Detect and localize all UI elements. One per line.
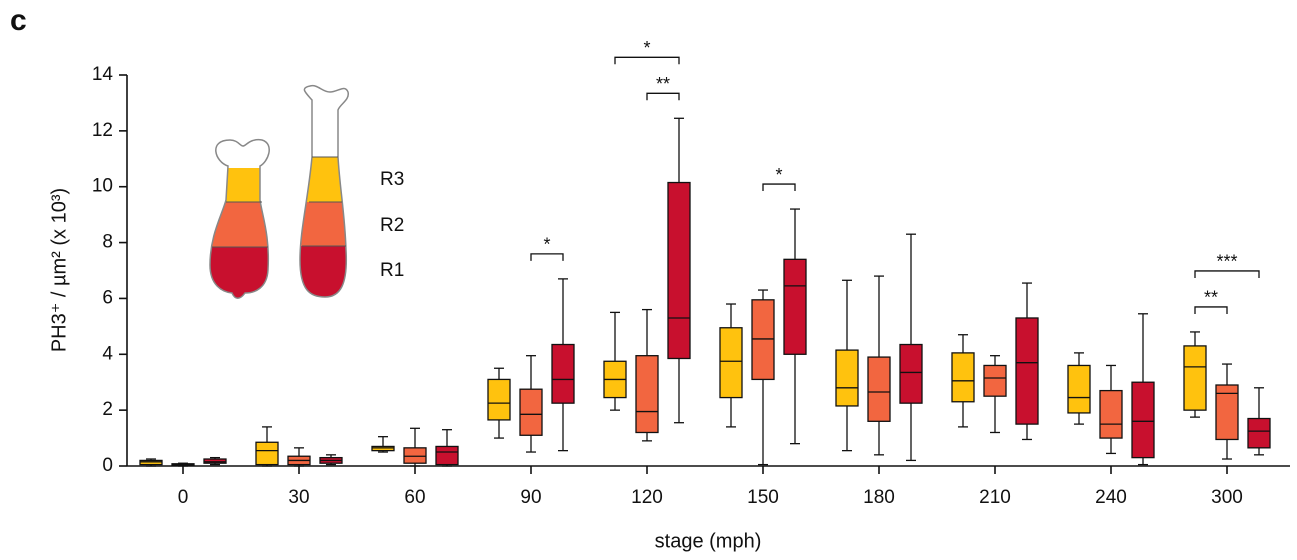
significance-bracket	[614, 56, 680, 65]
box	[371, 445, 395, 452]
y-tick-label: 2	[102, 399, 113, 420]
x-tick-label: 300	[1211, 487, 1243, 508]
box	[719, 327, 743, 399]
y-tick-label: 6	[102, 287, 113, 308]
x-tick-label: 0	[178, 487, 189, 508]
box	[751, 299, 775, 381]
box	[1215, 384, 1239, 441]
significance-label: *	[543, 235, 550, 255]
x-tick-label: 30	[288, 487, 309, 508]
x-tick-label: 60	[404, 487, 425, 508]
box	[635, 355, 659, 434]
x-axis-label: stage (mph)	[655, 530, 762, 552]
box	[667, 181, 691, 360]
box	[203, 458, 227, 464]
box	[435, 445, 459, 466]
significance-bracket	[1194, 270, 1260, 278]
significance-bracket	[762, 183, 796, 192]
significance-label: ***	[1216, 252, 1237, 272]
box	[1131, 381, 1155, 459]
box	[139, 459, 163, 466]
significance-label: **	[656, 74, 670, 94]
x-tick-label: 210	[979, 487, 1011, 508]
significance-label: *	[775, 165, 782, 185]
box	[487, 378, 511, 421]
box	[255, 441, 279, 466]
box	[1099, 389, 1123, 439]
legend-label: R2	[380, 215, 404, 236]
legend-label: R1	[380, 260, 404, 281]
x-tick-label: 240	[1095, 487, 1127, 508]
box	[983, 364, 1007, 397]
box	[951, 352, 975, 403]
box	[551, 343, 575, 404]
y-tick-label: 10	[92, 176, 113, 197]
significance-bracket	[530, 253, 564, 261]
box	[899, 343, 923, 404]
y-tick-label: 8	[102, 232, 113, 253]
y-tick-label: 4	[102, 343, 113, 364]
x-tick-label: 90	[520, 487, 541, 508]
box	[835, 349, 859, 407]
y-axis-label: PH3⁺ / µm² (x 10³)	[48, 188, 70, 352]
box	[403, 447, 427, 464]
significance-label: *	[643, 38, 650, 58]
x-tick-label: 180	[863, 487, 895, 508]
significance-label: **	[1204, 288, 1218, 308]
box	[1247, 417, 1271, 449]
box	[1183, 345, 1207, 411]
legend-label: R3	[380, 169, 404, 190]
x-tick-label: 120	[631, 487, 663, 508]
box	[1015, 317, 1039, 425]
x-tick-label: 150	[747, 487, 779, 508]
box	[783, 258, 807, 355]
panel-label: c	[10, 4, 27, 37]
box	[1067, 364, 1091, 414]
significance-bracket	[646, 92, 680, 101]
y-tick-label: 0	[102, 455, 113, 476]
y-tick-label: 14	[92, 64, 114, 85]
box	[867, 356, 891, 422]
y-tick-label: 12	[92, 120, 113, 141]
box	[519, 388, 543, 436]
significance-bracket	[1194, 306, 1228, 314]
bone-diagram	[209, 84, 349, 299]
